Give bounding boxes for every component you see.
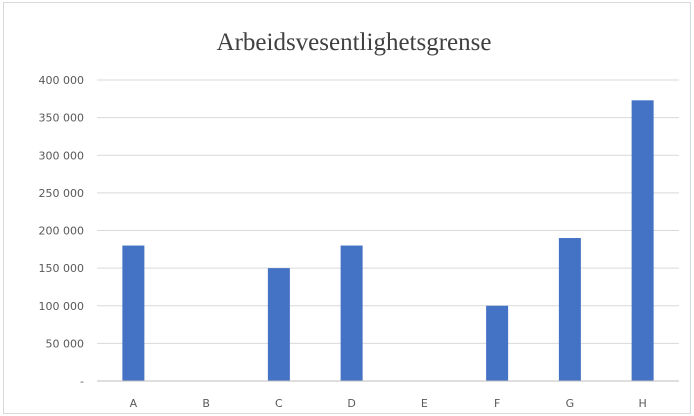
chart-title: Arbeidsvesentlighetsgrense [217, 29, 492, 56]
bars [122, 100, 654, 381]
y-tick-label: - [80, 375, 84, 388]
y-axis-tick-labels: - 50 000 100 000 150 000 200 000 250 000 300 0… [39, 74, 85, 388]
bar-d [340, 245, 363, 381]
bar-h [631, 100, 654, 381]
x-tick-label: F [494, 397, 500, 410]
y-tick-label: 200 000 [39, 225, 85, 238]
y-tick-label: 250 000 [39, 187, 85, 200]
x-tick-label: E [421, 397, 428, 410]
x-tick-label: G [566, 397, 575, 410]
y-tick-label: 400 000 [39, 74, 85, 87]
bar-a [122, 245, 145, 381]
x-tick-label: B [202, 397, 210, 410]
y-tick-label: 350 000 [39, 112, 85, 125]
x-tick-label: C [275, 397, 283, 410]
chart-frame: Arbeidsvesentlighetsgrense - 50 000 100 00… [3, 2, 691, 414]
y-tick-label: 50 000 [46, 337, 85, 350]
bar-c [267, 268, 290, 381]
bar-g [558, 238, 581, 381]
x-tick-label: D [347, 397, 355, 410]
gridlines [97, 79, 679, 344]
y-tick-label: 100 000 [39, 300, 85, 313]
bar-f [486, 305, 509, 381]
x-tick-label: H [638, 397, 646, 410]
x-tick-label: A [130, 397, 138, 410]
y-tick-label: 300 000 [39, 149, 85, 162]
x-axis-tick-labels: A B C D E F G H [130, 397, 647, 410]
y-tick-label: 150 000 [39, 262, 85, 275]
bar-chart: Arbeidsvesentlighetsgrense - 50 000 100 00… [39, 29, 679, 410]
